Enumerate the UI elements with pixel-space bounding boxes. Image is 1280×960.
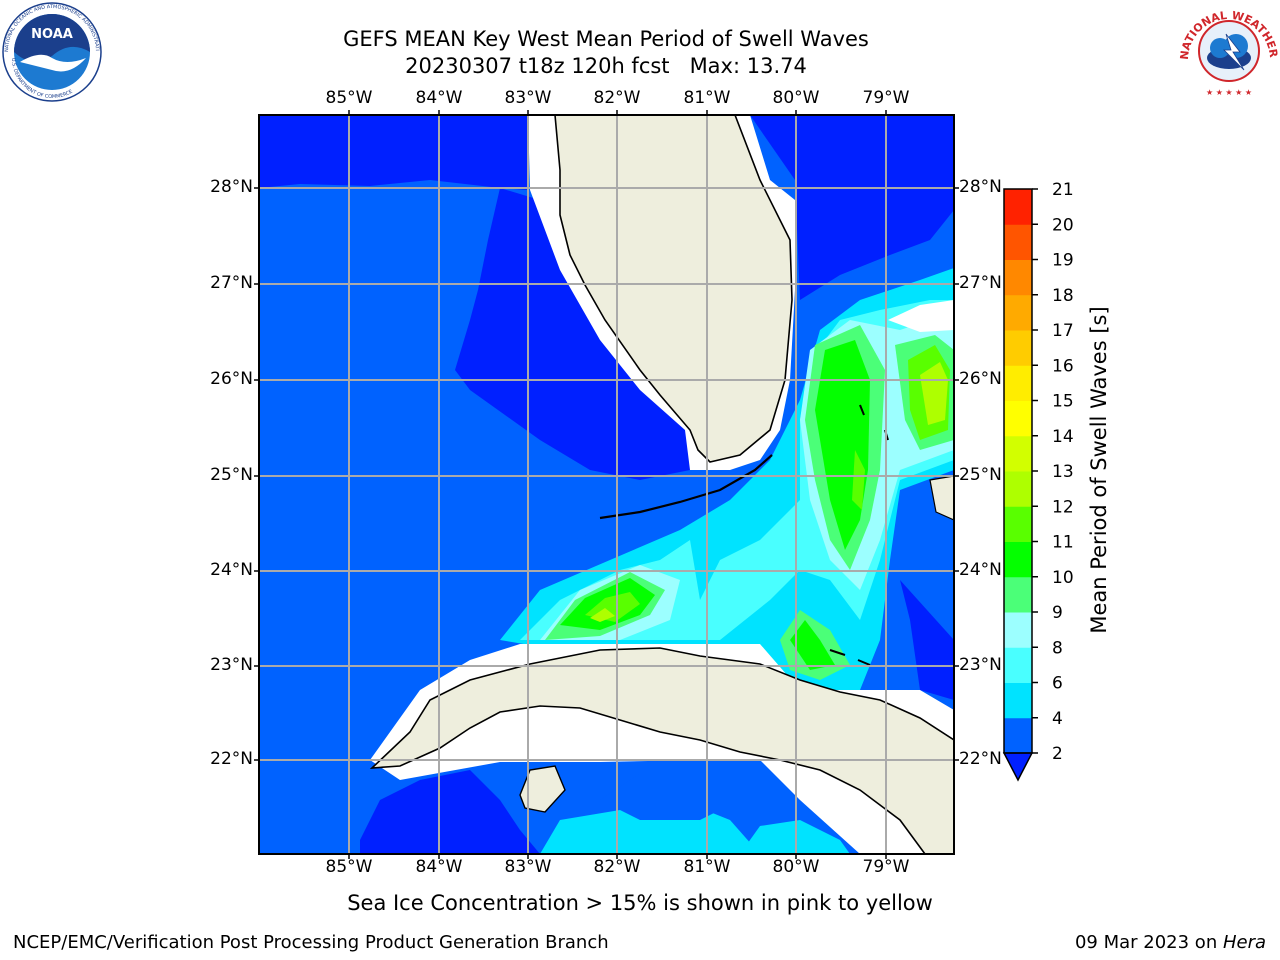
contour-2-4-south [600,760,740,820]
lat-tick-label: 23°N [959,655,1002,675]
map-frame [258,114,955,855]
footer-date-text: 09 Mar 2023 on [1074,932,1223,953]
lon-tick-label: 85°W [325,88,373,108]
lon-tick-label: 83°W [504,88,552,108]
lat-tick-label: 28°N [210,177,253,197]
colorbar-tick-label: 2 [1052,744,1063,764]
colorbar-segment [1004,647,1032,683]
colorbar-tick-label: 16 [1052,356,1074,376]
land-mask-bahamas [888,300,954,332]
colorbar-tick-label: 18 [1052,286,1074,306]
colorbar-tick-label: 6 [1052,674,1063,694]
colorbar-segment [1004,612,1032,648]
lon-tick-label: 79°W [862,857,910,877]
contour-under-east [900,580,954,700]
land-isla-juventud [519,765,566,813]
colorbar-segment [1004,294,1032,331]
lat-tick-label: 24°N [210,560,253,580]
map-tick-marks [254,110,959,859]
land-cuba [369,647,954,854]
lat-tick-label: 25°N [959,465,1002,485]
colorbar-segment [1004,435,1032,472]
lon-tick-label: 79°W [862,88,910,108]
colorbar-tick-label: 11 [1052,533,1074,553]
colorbar-tick-label: 13 [1052,462,1074,482]
footer-host: Hera [1222,932,1266,953]
contour-12-13-far-east-core [920,362,948,425]
lat-tick-label: 27°N [210,273,253,293]
colorbar-segment [1004,330,1032,366]
coast-florida-keys [599,454,773,520]
lon-tick-label: 80°W [772,88,820,108]
colorbar-label: Mean Period of Swell Waves [s] [1087,306,1111,633]
lat-tick-label: 26°N [959,369,1002,389]
lon-tick-label: 81°W [683,88,731,108]
map-title-line2: 20230307 t18z 120h fcst Max: 13.74 [405,54,807,78]
land-florida [554,115,793,463]
sea-ice-note: Sea Ice Concentration > 15% is shown in … [347,891,933,915]
colorbar-segment [1004,506,1032,542]
lon-tick-label: 85°W [325,857,373,877]
contour-under-north [259,115,530,190]
colorbar-tick-label: 8 [1052,638,1063,658]
colorbar-segment [1004,189,1032,225]
contour-under-south [360,770,540,854]
lat-tick-label: 22°N [959,749,1002,769]
nws-logo: NATIONAL WEATHER SERVICE ★ ★ ★ ★ ★ [1178,0,1280,100]
lon-tick-label: 84°W [415,88,463,108]
lat-tick-label: 23°N [210,655,253,675]
colorbar-tick-label: 12 [1052,497,1074,517]
lat-tick-label: 22°N [210,749,253,769]
colorbar-tick-label: 10 [1052,568,1074,588]
lon-tick-label: 84°W [415,857,463,877]
lat-tick-label: 25°N [210,465,253,485]
lon-tick-label: 83°W [504,857,552,877]
colorbar-tick-label: 17 [1052,321,1074,341]
colorbar-segment [1004,400,1032,437]
colorbar-segment [1004,576,1032,613]
noaa-logo: NOAA NATIONAL OCEANIC AND ATMOSPHERIC AD… [0,0,102,102]
graticule [259,115,954,854]
footer-date: 09 Mar 2023 on Hera [1075,932,1266,953]
land-bahamas-south [929,475,954,521]
colorbar-segment [1004,259,1032,296]
contour-under-shelf [455,188,690,480]
footer-branch: NCEP/EMC/Verification Post Processing Pr… [13,932,609,953]
colorbar-segment [1004,365,1032,401]
colorbar-tick-label: 19 [1052,251,1074,271]
colorbar-tick-label: 20 [1052,215,1074,235]
contour-10-11-south [790,620,835,670]
lat-tick-label: 24°N [959,560,1002,580]
colorbar-tick-label: 14 [1052,427,1074,447]
colorbar-tick-label: 4 [1052,709,1063,729]
colorbar-segment [1004,717,1032,754]
colorbar-segment [1004,541,1032,578]
lon-tick-label: 81°W [683,857,731,877]
lon-tick-label: 82°W [593,88,641,108]
colorbar-tick-label: 15 [1052,392,1074,412]
lon-tick-label: 82°W [593,857,641,877]
colorbar-tick-label: 9 [1052,603,1063,623]
colorbar-segment [1004,224,1032,260]
contour-under-northeast [750,115,954,300]
colorbar-segment [1004,471,1032,507]
colorbar-tick-label: 21 [1052,180,1074,200]
lat-tick-label: 26°N [210,369,253,389]
colorbar-under-arrow [1002,752,1034,782]
lat-tick-label: 28°N [959,177,1002,197]
map-title-line1: GEFS MEAN Key West Mean Period of Swell … [343,27,869,51]
colorbar-segment [1004,682,1032,719]
noaa-mark-text: NOAA [31,27,73,42]
colorbar: 2 4 6 8 9 10 11 12 13 14 15 16 17 18 19 20 21 [1002,180,1074,782]
lon-tick-label: 80°W [772,857,820,877]
contour-12-13-west-core [590,608,615,622]
svg-text:★ ★ ★ ★ ★: ★ ★ ★ ★ ★ [1206,88,1252,97]
lat-tick-label: 27°N [959,273,1002,293]
contour-11-12-east-core [852,450,865,510]
